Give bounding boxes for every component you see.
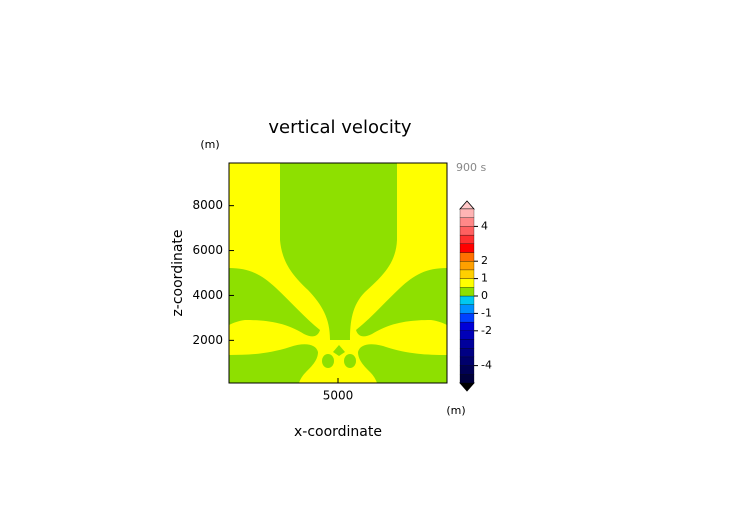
time-label: 900 s [456, 161, 486, 174]
colorbar-band [459, 313, 475, 323]
contour-region [322, 354, 334, 368]
colorbar-band [459, 243, 475, 253]
chart-title: vertical velocity [268, 117, 412, 138]
y-unit: (m) [200, 138, 219, 151]
colorbar-tick-label: 1 [481, 272, 488, 285]
colorbar-band [459, 226, 475, 236]
colorbar-band [459, 217, 475, 227]
colorbar-band [459, 321, 475, 331]
colorbar-band [459, 252, 475, 262]
colorbar-tick-label: 4 [481, 219, 488, 232]
colorbar-band [459, 269, 475, 279]
colorbar-band [459, 365, 475, 375]
contour-region [358, 344, 447, 383]
colorbar-tick-label: -1 [481, 306, 492, 319]
contour-field [228, 162, 448, 384]
x-tick-label: 5000 [323, 389, 354, 403]
colorbar-band [459, 356, 475, 366]
colorbar-band [459, 304, 475, 314]
colorbar-band [459, 234, 475, 244]
y-tick-label: 8000 [192, 198, 223, 212]
colorbar-band [459, 278, 475, 288]
x-unit: (m) [446, 404, 465, 417]
colorbar-band [459, 339, 475, 349]
y-axis-label: z-coordinate [170, 229, 186, 316]
contour-region [356, 268, 447, 337]
x-axis-label: x-coordinate [294, 424, 382, 440]
colorbar-tick-label: 2 [481, 254, 488, 267]
colorbar-tick-label: -4 [481, 359, 492, 372]
colorbar-band [459, 295, 475, 305]
contour-region [229, 344, 318, 383]
y-tick-label: 6000 [192, 243, 223, 257]
contour-region [280, 163, 397, 340]
contour-region [229, 268, 320, 337]
colorbar-top-arrow [459, 200, 475, 210]
colorbar-band [459, 261, 475, 271]
colorbar-band [459, 348, 475, 358]
colorbar-band [459, 374, 475, 384]
colorbar-band [459, 330, 475, 340]
contour-region [344, 354, 356, 368]
colorbar-band [459, 208, 475, 218]
colorbar-bottom-arrow [459, 382, 475, 392]
colorbar-band [459, 287, 475, 297]
y-tick-label: 4000 [192, 288, 223, 302]
colorbar-tick-label: -2 [481, 324, 492, 337]
contour-region [333, 345, 345, 356]
y-tick-label: 2000 [192, 333, 223, 347]
colorbar-tick-label: 0 [481, 289, 488, 302]
